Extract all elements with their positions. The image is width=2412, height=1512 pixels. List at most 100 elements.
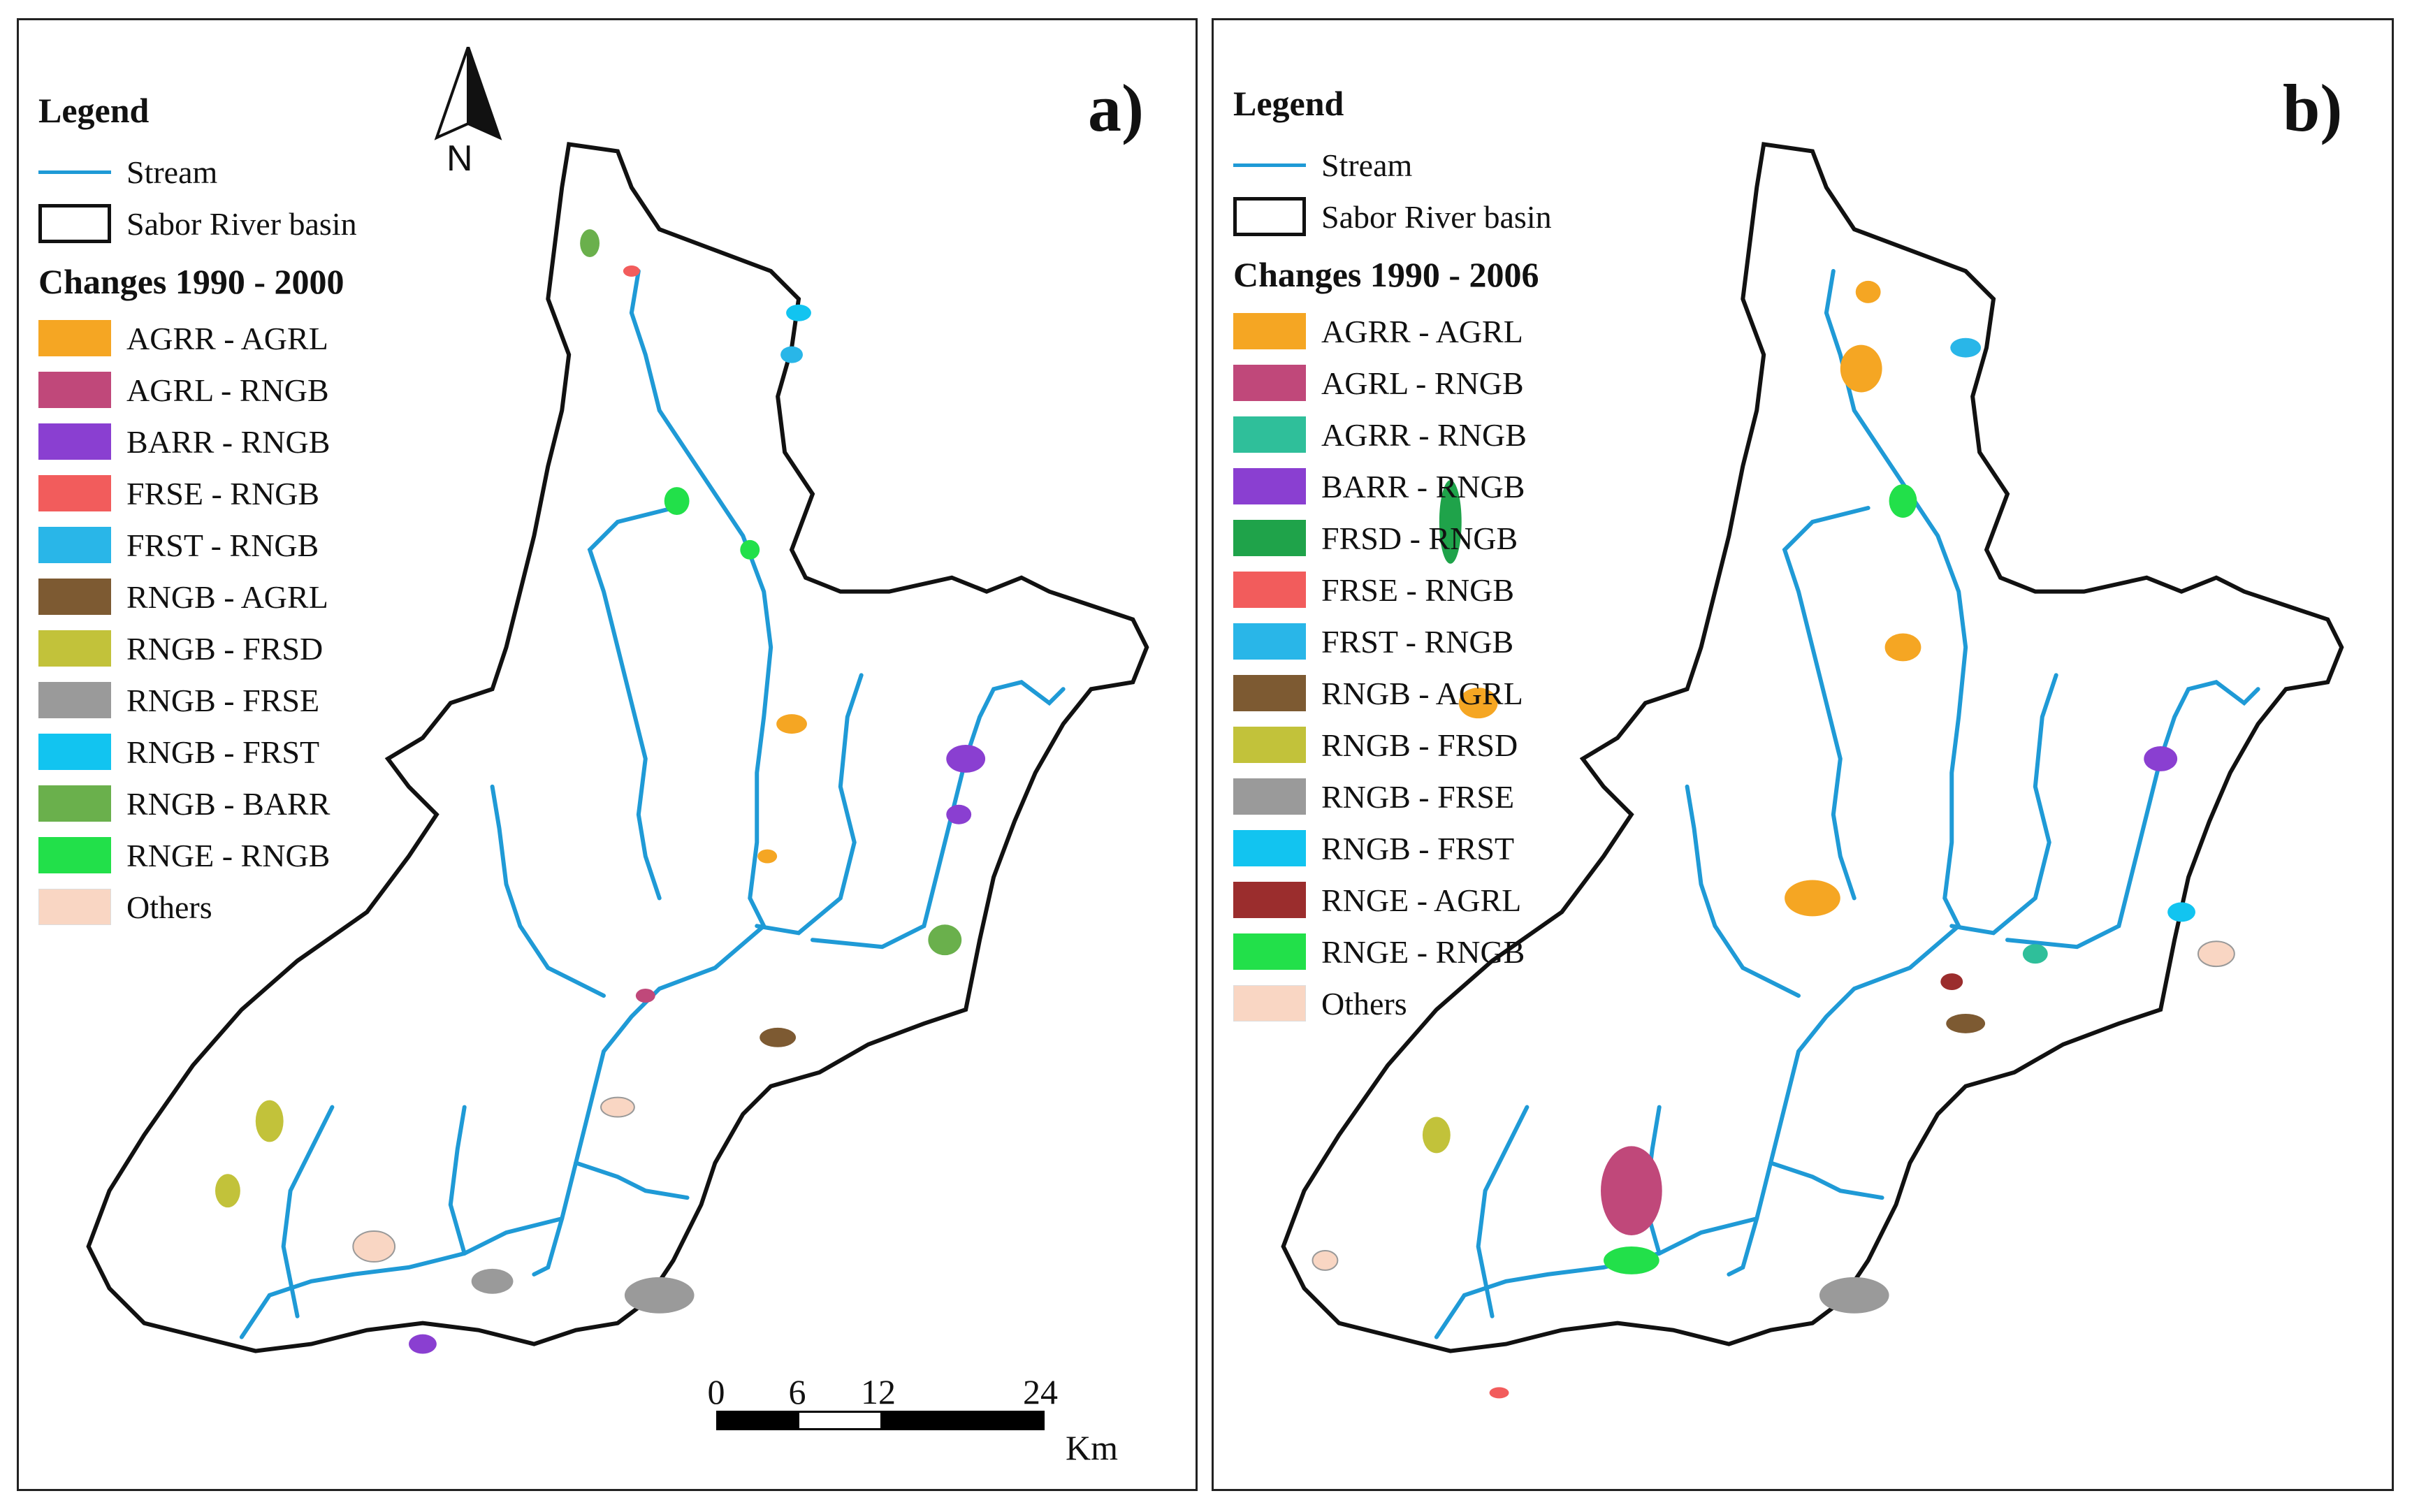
- patch-rnge-rngb: [740, 539, 760, 560]
- scale-bar-segments: [716, 1411, 1045, 1430]
- sabor-basin-outline: [86, 142, 1149, 1353]
- legend-item: RNGB - AGRL: [38, 571, 357, 623]
- legend-item: Others: [38, 881, 357, 933]
- legend-swatch: [38, 682, 111, 718]
- legend-item: BARR - RNGB: [1233, 460, 1552, 512]
- legend-item: Others: [1233, 977, 1552, 1029]
- legend-item: AGRL - RNGB: [38, 364, 357, 416]
- legend-swatch: [38, 889, 111, 925]
- patch-agrr-agrl: [1458, 688, 1498, 719]
- legend-swatch: [1233, 468, 1306, 504]
- stream-branch-south: [448, 1105, 467, 1256]
- patch-rngb-agrl: [1946, 1013, 1986, 1033]
- legend-swatch: [1233, 778, 1306, 815]
- legend-swatch: [38, 320, 111, 356]
- legend-item-label: RNGB - FRSD: [126, 630, 324, 667]
- legend-stream-label: Stream: [1321, 147, 1413, 183]
- scale-tick-0: 0: [707, 1372, 725, 1411]
- patch-barr-rngb: [2144, 746, 2178, 771]
- basin-swatch: [1233, 197, 1306, 236]
- patch-agrr-agrl: [1840, 344, 1882, 393]
- scale-tick-24: 24: [1023, 1372, 1058, 1411]
- patch-frse-rngb: [623, 265, 640, 277]
- patch-rnge-rngb: [1889, 484, 1917, 518]
- legend-item-label: RNGB - BARR: [126, 785, 330, 822]
- legend-swatch: [38, 734, 111, 770]
- legend-item: RNGB - BARR: [38, 778, 357, 829]
- legend-items: AGRR - AGRL AGRL - RNGB BARR - RNGB FRSE - …: [38, 312, 357, 933]
- changes-title: Changes 1990 - 2000: [38, 262, 344, 301]
- patch-others: [1312, 1249, 1339, 1271]
- patch-agrr-agrl: [757, 849, 778, 864]
- patch-others: [2197, 940, 2235, 968]
- change-patches-b: [1312, 280, 2235, 1399]
- patch-rnge-agrl: [1940, 973, 1963, 991]
- patch-others: [600, 1096, 635, 1118]
- patch-agrl-rngb: [1601, 1146, 1662, 1236]
- patch-barr-rngb: [946, 804, 972, 824]
- legend-item-label: FRST - RNGB: [1321, 623, 1514, 660]
- legend-item-label: RNGB - FRSD: [1321, 727, 1518, 763]
- legend-items: AGRR - AGRL AGRL - RNGB AGRR - RNGB BARR - …: [1233, 305, 1552, 1029]
- stream-branch-west: [490, 784, 606, 998]
- legend-a: Legend Stream Sabor River basin Changes …: [38, 90, 357, 933]
- patch-rngb-frst: [786, 304, 811, 321]
- stream-branch-west: [1685, 784, 1801, 998]
- scale-seg-1: [718, 1413, 799, 1428]
- stream-branch-east1: [1949, 673, 2058, 936]
- legend-item-label: RNGB - FRST: [126, 734, 320, 770]
- legend-item-label: AGRR - AGRL: [126, 320, 328, 356]
- legend-swatch: [1233, 520, 1306, 556]
- stream-branch-north: [1782, 506, 1870, 901]
- legend-item: FRSE - RNGB: [38, 467, 357, 519]
- patch-frst-rngb: [780, 346, 804, 363]
- patch-frsd-rngb: [1439, 480, 1462, 564]
- legend-swatch: [1233, 623, 1306, 660]
- patch-barr-rngb: [946, 745, 986, 773]
- legend-item-label: RNGE - RNGB: [1321, 933, 1525, 970]
- legend-swatch: [38, 630, 111, 667]
- legend-item: RNGE - AGRL: [1233, 874, 1552, 926]
- legend-item-label: RNGB - AGRL: [126, 579, 328, 615]
- legend-item: RNGB - FRSD: [38, 623, 357, 674]
- legend-stream-label: Stream: [126, 154, 218, 190]
- legend-item-label: RNGE - AGRL: [1321, 882, 1522, 918]
- stream-swatch: [1233, 147, 1306, 183]
- legend-basin-label: Sabor River basin: [1321, 198, 1552, 235]
- legend-b: Legend Stream Sabor River basin Changes …: [1233, 83, 1552, 1029]
- sabor-basin-outline: [1281, 142, 2344, 1353]
- legend-basin-row: Sabor River basin: [38, 198, 357, 249]
- legend-title: Legend: [38, 91, 150, 130]
- legend-swatch: [38, 579, 111, 615]
- scale-seg-3: [880, 1413, 1042, 1428]
- legend-basin-label: Sabor River basin: [126, 205, 357, 242]
- legend-item-label: AGRR - AGRL: [1321, 313, 1523, 349]
- patch-rngb-frsd: [255, 1100, 284, 1142]
- legend-item-label: Others: [1321, 985, 1407, 1022]
- legend-item-label: FRSD - RNGB: [1321, 520, 1518, 556]
- patch-agrr-agrl: [776, 714, 807, 734]
- legend-item: FRSD - RNGB: [1233, 512, 1552, 564]
- legend-basin-row: Sabor River basin: [1233, 191, 1552, 242]
- legend-swatch: [1233, 985, 1306, 1022]
- legend-item-label: Others: [126, 889, 212, 925]
- map-panel-b: Legend Stream Sabor River basin Changes …: [1212, 18, 2394, 1491]
- legend-item: FRST - RNGB: [38, 519, 357, 571]
- legend-item: RNGB - FRSD: [1233, 719, 1552, 771]
- basin-swatch: [38, 204, 111, 243]
- legend-item: RNGB - FRSE: [1233, 771, 1552, 822]
- patch-rngb-frse: [471, 1268, 514, 1294]
- legend-item-label: AGRR - RNGB: [1321, 416, 1527, 453]
- legend-swatch: [38, 423, 111, 460]
- legend-item-label: BARR - RNGB: [126, 423, 330, 460]
- north-arrow-icon: [434, 47, 502, 140]
- map-panel-a: Legend Stream Sabor River basin Changes …: [17, 18, 1198, 1491]
- scale-ticks: 0 6 12 24: [708, 1372, 1059, 1411]
- stream-branch-south2: [574, 1161, 690, 1200]
- legend-item-label: AGRL - RNGB: [1321, 365, 1524, 401]
- legend-swatch: [1233, 830, 1306, 866]
- legend-item: RNGB - FRSE: [38, 674, 357, 726]
- legend-title: Legend: [1233, 84, 1344, 123]
- legend-swatch: [38, 527, 111, 563]
- panel-label-b: b): [2283, 71, 2343, 145]
